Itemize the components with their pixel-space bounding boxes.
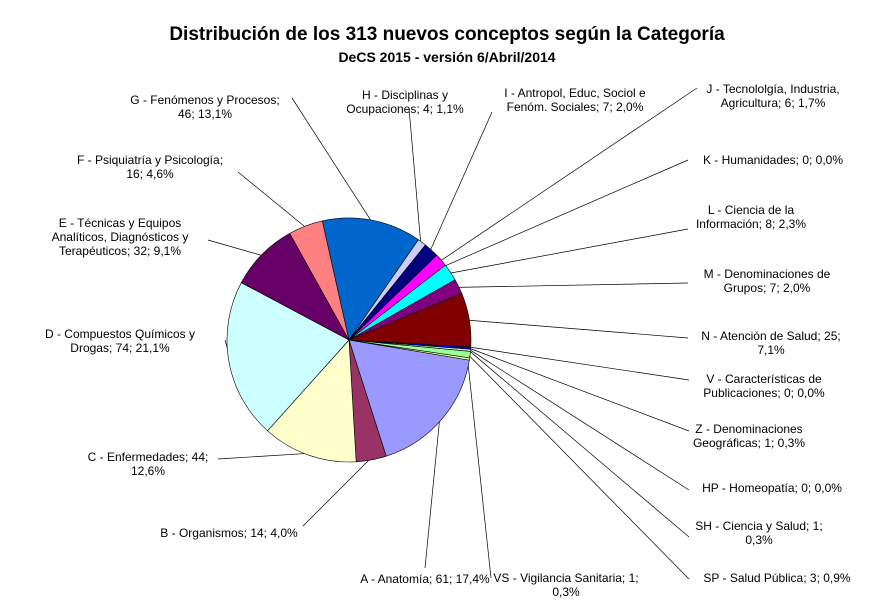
pie-slice-d bbox=[226, 282, 350, 432]
slice-label-m: M - Denominaciones de Grupos; 7; 2,0% bbox=[704, 267, 831, 295]
leader-line-f bbox=[237, 171, 307, 229]
pie-slice-a bbox=[348, 339, 470, 457]
slice-label-h: H - Disciplinas y Ocupaciones; 4; 1,1% bbox=[346, 88, 464, 116]
slice-label-i: I - Antropol, Educ, Sociol e Fenóm. Socia… bbox=[504, 86, 646, 114]
slice-label-b: B - Organismos; 14; 4,0% bbox=[160, 526, 298, 540]
slice-label-sh: SH - Ciencia y Salud; 1; 0,3% bbox=[695, 519, 822, 547]
slice-label-l: L - Ciencia de la Información; 8; 2,3% bbox=[696, 203, 806, 231]
leader-lines bbox=[207, 87, 698, 580]
slice-label-n: N - Atención de Salud; 25; 7,1% bbox=[701, 329, 840, 357]
slice-label-z: Z - Denominaciones Geográficas; 1; 0,3% bbox=[693, 422, 805, 450]
slice-label-k: K - Humanidades; 0; 0,0% bbox=[703, 153, 843, 167]
leader-line-g bbox=[291, 97, 373, 223]
chart-subtitle: DeCS 2015 - versión 6/Abril/2014 bbox=[338, 49, 555, 65]
leader-line-e bbox=[207, 239, 264, 257]
leader-line-sh bbox=[468, 349, 690, 538]
leader-line-c bbox=[217, 452, 310, 460]
slice-label-e: E - Técnicas y Equipos Analíticos, Diagnó… bbox=[52, 216, 189, 258]
pie-slice-g bbox=[322, 217, 419, 341]
leader-line-h bbox=[408, 107, 422, 244]
leader-line-v bbox=[468, 346, 690, 381]
leader-line-j bbox=[439, 87, 698, 262]
leader-line-l bbox=[448, 228, 689, 274]
slice-label-c: C - Enfermedades; 44; 12,6% bbox=[88, 450, 209, 478]
leader-line-b bbox=[302, 457, 372, 527]
slice-label-sp: SP - Salud Pública; 3; 0,9% bbox=[703, 571, 851, 585]
slice-label-hp: HP - Homeopatía; 0; 0,0% bbox=[702, 481, 842, 495]
slice-label-d: D - Compuestos Químicos y Drogas; 74; 21,… bbox=[45, 327, 195, 355]
leader-line-n bbox=[467, 319, 689, 339]
slice-label-j: J - Tecnololgía, Industria, Agricultura; … bbox=[706, 82, 839, 110]
leader-line-k bbox=[443, 159, 689, 267]
pie-slices bbox=[226, 217, 472, 463]
leader-line-m bbox=[456, 282, 689, 288]
slice-label-vs: VS - Vigilancia Sanitaria; 1; 0,3% bbox=[493, 571, 638, 599]
chart-title: Distribución de los 313 nuevos conceptos… bbox=[169, 24, 725, 45]
pie-slice-c bbox=[267, 339, 357, 463]
leader-line-i bbox=[429, 111, 493, 252]
slice-label-v: V - Características de Publicaciones; 0; … bbox=[703, 372, 825, 400]
slice-label-g: G - Fenómenos y Procesos; 46; 13,1% bbox=[130, 93, 279, 121]
slice-label-f: F - Psiquiatría y Psicología; 16; 4,6% bbox=[77, 153, 223, 181]
leader-line-sp bbox=[467, 354, 690, 580]
pie-slice-vs bbox=[348, 339, 471, 361]
leader-line-vs bbox=[467, 358, 492, 579]
slice-label-a: A - Anatomía; 61; 17,4% bbox=[360, 572, 490, 586]
leader-line-hp bbox=[468, 348, 690, 491]
leader-line-z bbox=[468, 347, 690, 432]
slice-labels: A - Anatomía; 61; 17,4% B - Organismos; 1… bbox=[45, 82, 851, 599]
leader-line-a bbox=[424, 418, 441, 569]
